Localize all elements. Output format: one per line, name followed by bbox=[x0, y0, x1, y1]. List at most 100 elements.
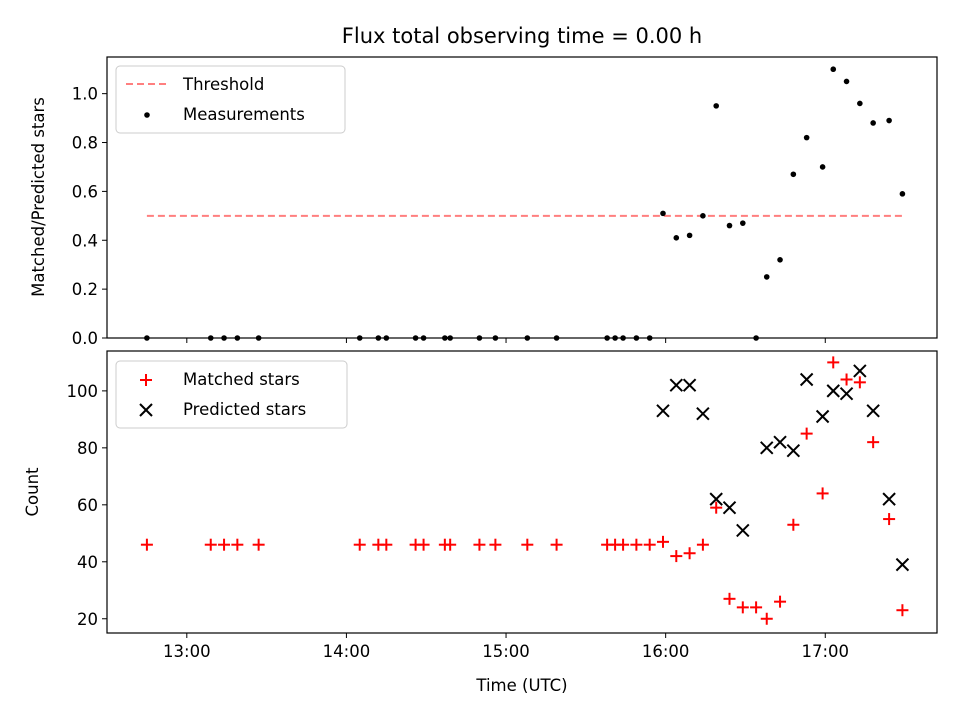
count-y-tick-label: 100 bbox=[67, 382, 99, 401]
matched-stars-point bbox=[417, 538, 430, 551]
predicted-stars-point bbox=[882, 492, 896, 506]
count-y-tick-label: 40 bbox=[77, 553, 98, 572]
count-y-tick-label: 80 bbox=[77, 439, 98, 458]
matched-stars-point bbox=[252, 538, 265, 551]
measurements-point bbox=[790, 171, 797, 178]
ratio-legend: Threshold Measurements bbox=[115, 65, 346, 134]
matched-stars-point bbox=[867, 436, 880, 449]
measurements-point bbox=[803, 134, 810, 141]
ratio-y-tick-label: 0.4 bbox=[72, 231, 98, 250]
matched-stars-point bbox=[840, 373, 853, 386]
matched-stars-point bbox=[353, 538, 366, 551]
predicted-stars-point bbox=[656, 404, 670, 418]
predicted-stars-point bbox=[722, 500, 737, 515]
matched-stars-point bbox=[140, 538, 153, 551]
measurements-point bbox=[830, 66, 837, 73]
matched-legend-label: Matched stars bbox=[183, 370, 300, 389]
ratio-y-tick-label: 0.8 bbox=[72, 134, 98, 153]
count-panel: 20 40 60 80 100 13:00 14:00 15:00 16:00 17:00 Cou… bbox=[23, 350, 938, 695]
matched-stars-point bbox=[617, 538, 630, 551]
measurements-point bbox=[843, 78, 850, 85]
measurements-legend-swatch bbox=[144, 112, 150, 118]
measurements-point bbox=[713, 103, 719, 109]
measurements-point bbox=[777, 257, 783, 263]
ratio-legend-frame bbox=[115, 65, 346, 134]
matched-stars-point bbox=[696, 538, 709, 551]
predicted-stars-point bbox=[866, 404, 880, 418]
matched-stars-point bbox=[800, 427, 813, 440]
matched-stars-point bbox=[816, 487, 829, 500]
predicted-stars-point bbox=[709, 492, 723, 506]
predicted-stars-point bbox=[799, 372, 814, 387]
measurements-point bbox=[819, 164, 826, 170]
matched-stars-point bbox=[521, 538, 534, 551]
threshold-legend-label: Threshold bbox=[182, 75, 264, 94]
count-legend: Matched stars Predicted stars bbox=[115, 360, 348, 429]
matched-stars-point bbox=[444, 538, 457, 551]
measurements-point bbox=[673, 235, 680, 241]
predicted-stars-point bbox=[760, 441, 774, 455]
measurements-point bbox=[870, 120, 876, 126]
matched-stars-point bbox=[670, 550, 683, 563]
x-tick-label: 14:00 bbox=[323, 642, 371, 661]
count-y-tick-label: 20 bbox=[77, 610, 98, 629]
matched-stars-point bbox=[656, 535, 669, 548]
predicted-stars-point bbox=[682, 378, 697, 392]
count-panel-frame bbox=[106, 350, 938, 634]
ratio-y-axis-label: Matched/Predicted stars bbox=[29, 97, 48, 297]
count-legend-frame bbox=[115, 360, 348, 429]
predicted-stars-point bbox=[786, 443, 801, 458]
measurements-legend-label: Measurements bbox=[183, 105, 305, 124]
matched-stars-point bbox=[827, 356, 840, 369]
matched-stars-point bbox=[750, 601, 763, 614]
predicted-stars-point bbox=[839, 387, 854, 401]
predicted-stars-point bbox=[895, 557, 910, 572]
matched-stars-point bbox=[380, 538, 393, 551]
matched-legend-swatch bbox=[140, 374, 152, 386]
predicted-legend-swatch bbox=[139, 403, 153, 417]
ratio-y-tick-label: 1.0 bbox=[72, 85, 98, 104]
count-y-axis-label: Count bbox=[23, 467, 42, 517]
matched-stars-point bbox=[760, 612, 773, 625]
x-tick-label: 13:00 bbox=[163, 642, 211, 661]
measurements-point bbox=[763, 274, 770, 280]
matched-stars-point bbox=[489, 538, 502, 551]
predicted-stars-point bbox=[669, 378, 684, 392]
predicted-stars-point bbox=[853, 364, 867, 378]
matched-stars-point bbox=[630, 538, 643, 551]
predicted-stars-point bbox=[815, 409, 830, 424]
measurements-point bbox=[899, 191, 906, 197]
matched-stars-point bbox=[204, 538, 217, 551]
predicted-stars-point bbox=[826, 384, 840, 398]
matched-stars-point bbox=[231, 538, 244, 551]
matched-stars-point bbox=[896, 604, 909, 617]
measurements-point bbox=[740, 220, 746, 226]
matched-stars-point bbox=[710, 501, 723, 514]
predicted-stars-point bbox=[773, 435, 787, 449]
matched-stars-point bbox=[723, 592, 736, 605]
count-y-tick-label: 60 bbox=[77, 496, 98, 515]
measurements-point bbox=[660, 210, 666, 217]
ratio-y-tick-label: 0.6 bbox=[72, 182, 98, 201]
predicted-stars-point bbox=[736, 523, 750, 538]
chart-title: Flux total observing time = 0.00 h bbox=[342, 24, 702, 48]
matched-stars-point bbox=[883, 513, 896, 526]
matched-stars-point bbox=[683, 547, 696, 560]
matched-stars-point bbox=[550, 538, 563, 551]
matched-stars-point bbox=[774, 595, 787, 608]
ratio-panel-frame bbox=[106, 56, 938, 339]
measurements-point bbox=[700, 213, 706, 219]
matched-stars-point bbox=[853, 376, 866, 389]
ratio-panel: 0.0 0.2 0.4 0.6 0.8 1.0 Matched/Predicted sta… bbox=[29, 56, 938, 348]
x-tick-label: 15:00 bbox=[482, 642, 530, 661]
measurements-point bbox=[686, 232, 693, 239]
matched-stars-point bbox=[787, 518, 800, 531]
matched-stars-point bbox=[736, 601, 749, 614]
x-tick-label: 16:00 bbox=[642, 642, 690, 661]
matched-stars-point bbox=[473, 538, 486, 551]
predicted-legend-label: Predicted stars bbox=[183, 400, 306, 419]
matched-stars-point bbox=[218, 538, 231, 551]
x-axis-label: Time (UTC) bbox=[475, 676, 567, 695]
ratio-y-tick-label: 0.0 bbox=[72, 329, 98, 348]
